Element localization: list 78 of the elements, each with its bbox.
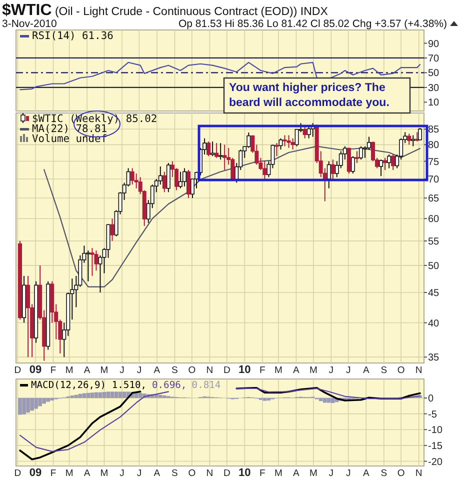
y-tick-label: 50 bbox=[428, 260, 440, 272]
x-tick-label: S bbox=[380, 468, 388, 479]
x-tick-label: J bbox=[328, 365, 334, 376]
y-tick-label: 70 bbox=[428, 53, 440, 64]
x-tick-label: S bbox=[380, 365, 388, 376]
series-label: 0.696, bbox=[152, 380, 187, 391]
chart-title: $WTIC (Oil - Light Crude - Continuous Contract (EOD)) INDX bbox=[2, 2, 328, 19]
x-tick-label: 09 bbox=[29, 364, 42, 376]
x-tick-label: S bbox=[172, 468, 178, 479]
x-tick-label: A bbox=[362, 468, 370, 479]
y-tick-label: -10 bbox=[428, 425, 443, 436]
y-tick-label: 10 bbox=[428, 98, 440, 109]
x-tick-label: M bbox=[65, 365, 74, 376]
legend-label: MA(22) 78.81 bbox=[32, 123, 108, 135]
y-tick-label: 75 bbox=[428, 156, 440, 168]
y-tick-label: 65 bbox=[428, 194, 440, 205]
y-tick-label: 40 bbox=[428, 318, 440, 330]
x-tick-label: A bbox=[154, 365, 161, 376]
series-label: 0.814 bbox=[192, 380, 221, 391]
y-tick-label: -15 bbox=[428, 440, 443, 452]
x-tick-label: 09 bbox=[29, 467, 42, 479]
x-tick-label: S bbox=[172, 365, 178, 376]
y-tick-label: 0 bbox=[428, 393, 434, 404]
x-tick-label: M bbox=[274, 468, 282, 479]
x-tick-label: F bbox=[50, 365, 56, 376]
x-tick-label: A bbox=[84, 468, 91, 479]
legend-label: RSI(14) 61.36 bbox=[32, 30, 114, 42]
y-tick-label: 70 bbox=[428, 174, 440, 186]
x-tick-label: F bbox=[50, 468, 56, 479]
y-tick-label: 85 bbox=[428, 124, 440, 136]
y-tick-label: 55 bbox=[428, 236, 440, 248]
y-tick-label: -5 bbox=[428, 409, 438, 420]
x-tick-label: O bbox=[397, 468, 405, 479]
x-tick-label: J bbox=[120, 365, 125, 376]
x-tick-label: M bbox=[100, 365, 108, 376]
x-tick-label: F bbox=[260, 365, 266, 376]
y-tick-label: 60 bbox=[428, 214, 440, 226]
x-tick-label: A bbox=[293, 468, 300, 479]
x-tick-label: O bbox=[397, 365, 405, 376]
x-tick-label: D bbox=[223, 365, 230, 376]
x-tick-label: A bbox=[362, 365, 370, 376]
x-tick-label: M bbox=[65, 468, 74, 479]
x-tick-label: J bbox=[346, 365, 351, 376]
y-tick-label: 45 bbox=[428, 288, 440, 299]
x-tick-label: N bbox=[206, 365, 214, 376]
x-tick-label: J bbox=[136, 468, 142, 479]
y-tick-label: 50 bbox=[428, 68, 440, 80]
x-tick-label: J bbox=[346, 468, 351, 479]
x-tick-label: D bbox=[14, 365, 22, 376]
x-tick-label: M bbox=[100, 468, 108, 479]
x-tick-label: O bbox=[188, 365, 196, 376]
y-tick-label: 90 bbox=[428, 38, 440, 50]
x-tick-label: A bbox=[293, 365, 300, 376]
legend-label: MACD(12,26,9) 1.510, bbox=[31, 380, 147, 391]
x-tick-label: N bbox=[415, 365, 422, 376]
x-tick-label: J bbox=[328, 468, 334, 479]
x-tick-label: D bbox=[14, 468, 22, 479]
y-tick-label: 80 bbox=[428, 140, 440, 152]
x-tick-label: 10 bbox=[238, 467, 251, 479]
y-tick-label: 30 bbox=[428, 82, 440, 94]
x-tick-label: J bbox=[136, 365, 142, 376]
x-tick-label: N bbox=[206, 468, 214, 479]
x-tick-label: M bbox=[309, 365, 318, 376]
y-tick-label: 35 bbox=[428, 352, 440, 364]
x-tick-label: N bbox=[415, 468, 422, 479]
x-tick-label: O bbox=[188, 468, 196, 479]
x-tick-label: A bbox=[84, 365, 91, 376]
x-tick-label: F bbox=[260, 468, 266, 479]
annotation: You want higher prices? The beard will accommodate you. bbox=[229, 82, 390, 109]
x-tick-label: 10 bbox=[238, 364, 251, 376]
annotation: Op 81.53 Hi 85.36 Lo 81.42 Cl 85.02 Chg +3.57 (+4.38%) bbox=[178, 18, 447, 30]
x-tick-label: J bbox=[120, 468, 125, 479]
y-tick-label: -20 bbox=[428, 456, 443, 468]
x-tick-label: M bbox=[274, 365, 282, 376]
chart-subtitle: 3-Nov-2010 bbox=[2, 18, 58, 30]
x-tick-label: M bbox=[309, 468, 318, 479]
x-tick-label: D bbox=[223, 468, 230, 479]
x-tick-label: A bbox=[154, 468, 161, 479]
